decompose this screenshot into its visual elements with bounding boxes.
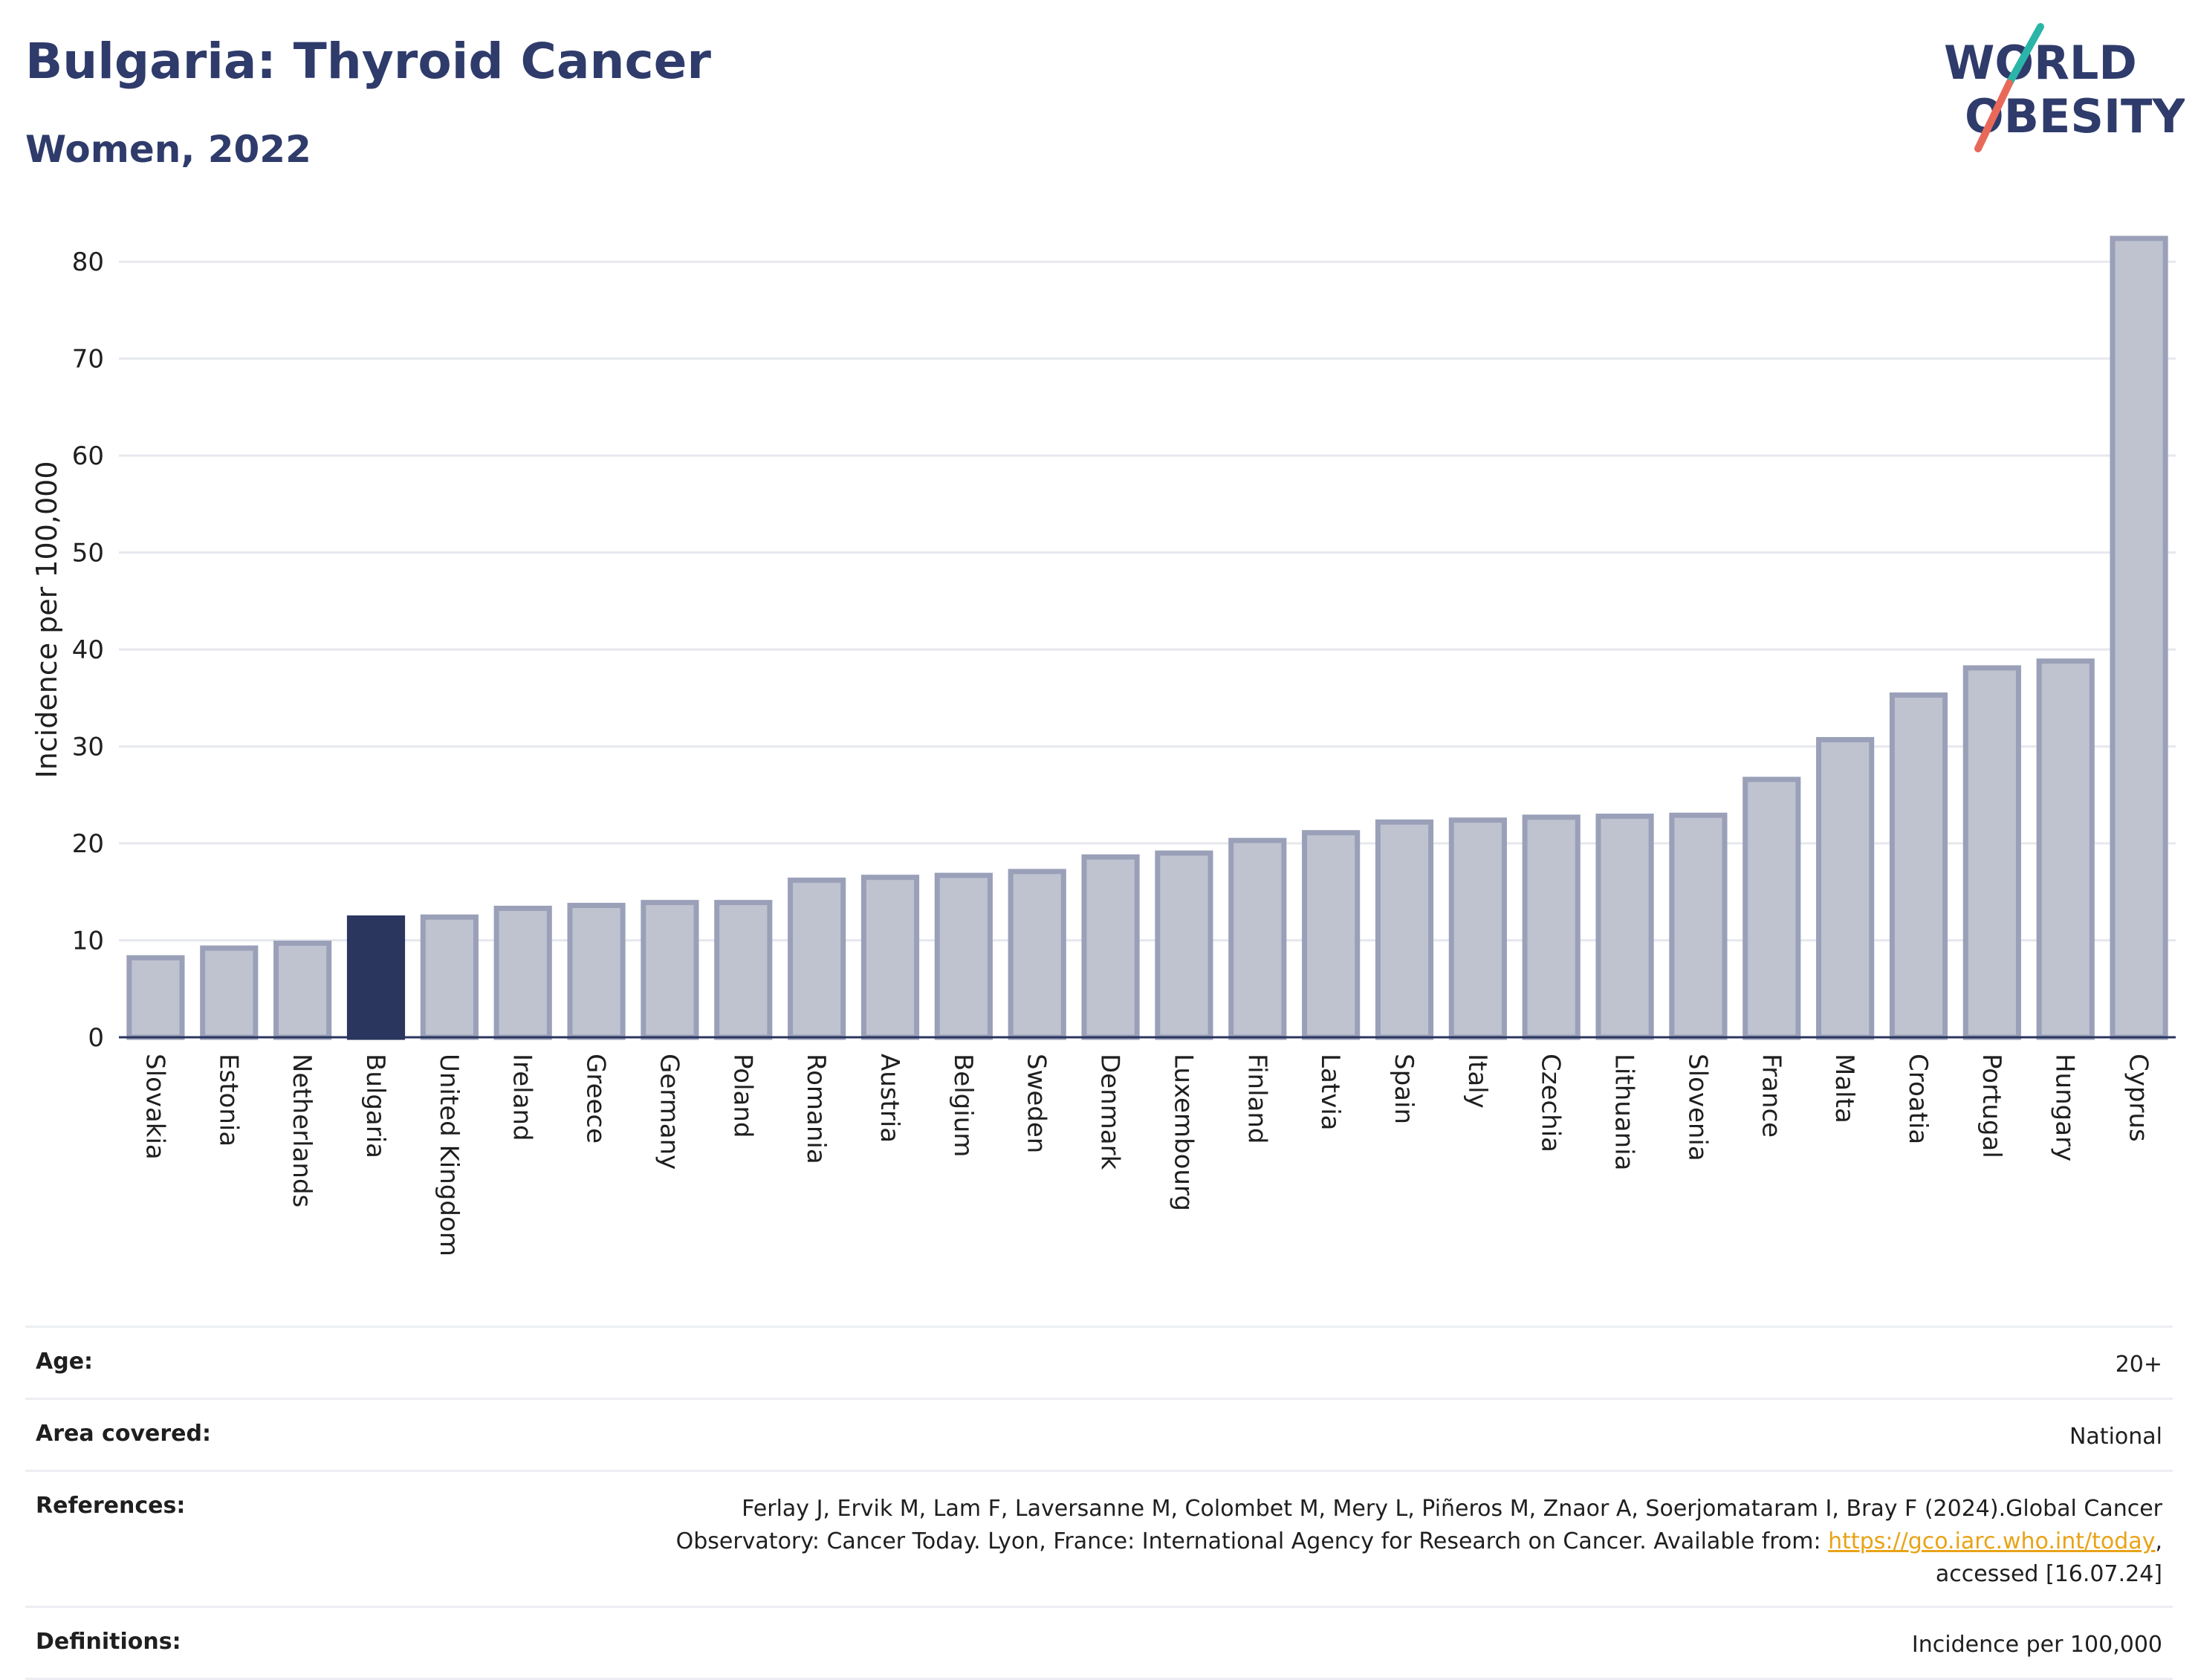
bar-belgium: [934, 872, 993, 1040]
x-tick-label: Austria: [875, 1054, 904, 1143]
references-line-2-prefix: Observatory: Cancer Today. Lyon, France:…: [675, 1528, 1829, 1554]
x-tick-label: Slovenia: [1682, 1054, 1712, 1161]
x-tick-label: Croatia: [1903, 1054, 1933, 1144]
bar-greece: [567, 903, 626, 1040]
bar-finland: [1228, 837, 1287, 1040]
logo-line-1: WORLD: [1944, 36, 2137, 90]
x-tick-label: Denmark: [1095, 1054, 1125, 1170]
bar-cyprus: [2110, 236, 2168, 1040]
area-value: National: [2069, 1424, 2162, 1450]
bar-united-kingdom: [420, 914, 479, 1040]
bar-hungary: [2036, 658, 2095, 1040]
x-tick-label: Lithuania: [1609, 1054, 1639, 1170]
x-axis-ticks: Slovakia Estonia Netherlands Bulgaria United…: [140, 1054, 2153, 1256]
references-line-2-suffix: ,: [2155, 1528, 2162, 1554]
bars: [126, 236, 2168, 1040]
meta-row-references: References: Ferlay J, Ervik M, Lam F, La…: [25, 1472, 2173, 1608]
y-tick-label: 40: [72, 635, 104, 665]
bar-estonia: [200, 945, 259, 1040]
meta-row-age: Age: 20+: [25, 1328, 2173, 1400]
x-tick-label: Latvia: [1315, 1054, 1345, 1131]
y-tick-label: 0: [88, 1023, 104, 1053]
bar-slovenia: [1669, 812, 1728, 1040]
x-tick-label: Finland: [1242, 1054, 1271, 1144]
area-label: Area covered:: [36, 1421, 211, 1447]
x-tick-label: Ireland: [508, 1054, 537, 1141]
bar-portugal: [1962, 665, 2021, 1040]
x-tick-label: Czechia: [1536, 1054, 1566, 1152]
x-tick-label: Malta: [1829, 1054, 1859, 1123]
y-tick-label: 70: [72, 345, 104, 374]
x-tick-label: Romania: [801, 1054, 831, 1164]
bar-italy: [1448, 817, 1507, 1040]
y-tick-label: 10: [72, 927, 104, 956]
x-tick-label: Slovakia: [140, 1054, 169, 1160]
bar-spain: [1375, 819, 1434, 1040]
x-tick-label: Bulgaria: [360, 1054, 390, 1158]
references-link[interactable]: https://gco.iarc.who.int/today: [1828, 1528, 2156, 1554]
bar-sweden: [1008, 869, 1066, 1040]
logo-slash-coral: [1974, 80, 2013, 152]
y-tick-label: 80: [72, 247, 104, 277]
x-tick-label: Sweden: [1022, 1054, 1051, 1153]
x-tick-label: France: [1756, 1054, 1786, 1138]
references-value: Ferlay J, Ervik M, Lam F, Laversanne M, …: [676, 1493, 2162, 1591]
bar-denmark: [1081, 854, 1140, 1040]
world-obesity-logo: WORLD OBESITY: [1944, 23, 2185, 152]
bar-luxembourg: [1155, 850, 1213, 1040]
x-tick-label: Luxembourg: [1168, 1054, 1198, 1211]
references-line-3: accessed [16.07.24]: [1935, 1561, 2162, 1587]
chart-subtitle: Women, 2022: [25, 128, 311, 171]
bar-netherlands: [273, 940, 332, 1040]
x-tick-label: Belgium: [948, 1054, 978, 1157]
meta-row-area: Area covered: National: [25, 1400, 2173, 1472]
references-label: References:: [36, 1493, 186, 1519]
x-tick-label: Hungary: [2050, 1054, 2080, 1161]
y-tick-label: 50: [72, 539, 104, 568]
age-label: Age:: [36, 1349, 94, 1375]
logo-slash-teal: [2006, 23, 2044, 87]
bar-chart: 0 10 20 30 40 50 60 70 80 Slovakia Estonia Netherl…: [30, 236, 2176, 1256]
x-tick-label: Poland: [727, 1054, 757, 1138]
x-tick-label: Netherlands: [287, 1054, 317, 1207]
bar-germany: [641, 900, 699, 1040]
bar-czechia: [1522, 814, 1581, 1040]
x-tick-label: Portugal: [1977, 1054, 2006, 1158]
bar-ireland: [493, 905, 552, 1040]
bar-austria: [860, 875, 920, 1040]
bar-latvia: [1302, 830, 1361, 1040]
x-tick-label: Spain: [1389, 1054, 1419, 1124]
y-tick-label: 60: [72, 441, 104, 471]
x-tick-label: United Kingdom: [434, 1054, 464, 1256]
bar-romania: [788, 878, 846, 1040]
age-value: 20+: [2115, 1352, 2162, 1378]
y-tick-label: 20: [72, 829, 104, 859]
definitions-label: Definitions:: [36, 1629, 181, 1655]
bar-france: [1742, 776, 1801, 1040]
y-axis-title: Incidence per 100,000: [30, 461, 63, 778]
bar-malta: [1816, 736, 1875, 1040]
metadata-table: Age: 20+ Area covered: National Referenc…: [25, 1326, 2173, 1680]
bar-poland: [714, 900, 773, 1040]
x-tick-label: Estonia: [213, 1054, 243, 1147]
references-line-1: Ferlay J, Ervik M, Lam F, Laversanne M, …: [742, 1496, 2162, 1522]
y-tick-label: 30: [72, 733, 104, 762]
x-tick-label: Cyprus: [2124, 1054, 2153, 1142]
bar-lithuania: [1595, 814, 1654, 1040]
x-tick-label: Greece: [581, 1054, 611, 1144]
x-tick-label: Italy: [1462, 1054, 1492, 1109]
chart-title: Bulgaria: Thyroid Cancer: [25, 33, 711, 90]
bar-slovakia: [126, 955, 185, 1040]
y-axis-ticks: 0 10 20 30 40 50 60 70 80: [72, 247, 104, 1053]
bar-croatia: [1889, 692, 1948, 1040]
x-tick-label: Germany: [654, 1054, 684, 1170]
definitions-value: Incidence per 100,000: [1911, 1632, 2162, 1658]
bar-bulgaria: [346, 915, 406, 1040]
meta-row-definitions: Definitions: Incidence per 100,000: [25, 1608, 2173, 1680]
